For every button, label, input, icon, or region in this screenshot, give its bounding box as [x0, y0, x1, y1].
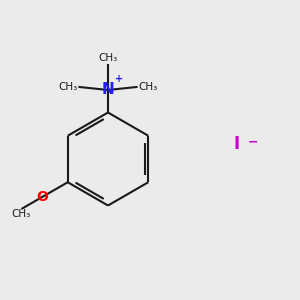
Text: N: N [102, 82, 114, 98]
Text: O: O [36, 190, 48, 204]
Text: CH₃: CH₃ [11, 209, 31, 219]
Text: CH₃: CH₃ [59, 82, 78, 92]
Text: −: − [248, 135, 258, 148]
Text: CH₃: CH₃ [138, 82, 157, 92]
Text: +: + [115, 74, 124, 85]
Text: I: I [234, 135, 240, 153]
Text: CH₃: CH₃ [98, 53, 118, 63]
